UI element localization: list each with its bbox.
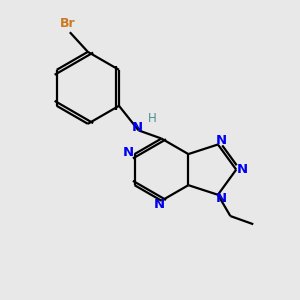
- Text: N: N: [123, 146, 134, 159]
- Text: N: N: [216, 134, 227, 147]
- Text: N: N: [153, 198, 164, 211]
- Text: N: N: [131, 121, 142, 134]
- Text: N: N: [216, 192, 227, 205]
- Text: Br: Br: [59, 16, 75, 30]
- Text: N: N: [237, 163, 248, 176]
- Text: H: H: [148, 112, 157, 125]
